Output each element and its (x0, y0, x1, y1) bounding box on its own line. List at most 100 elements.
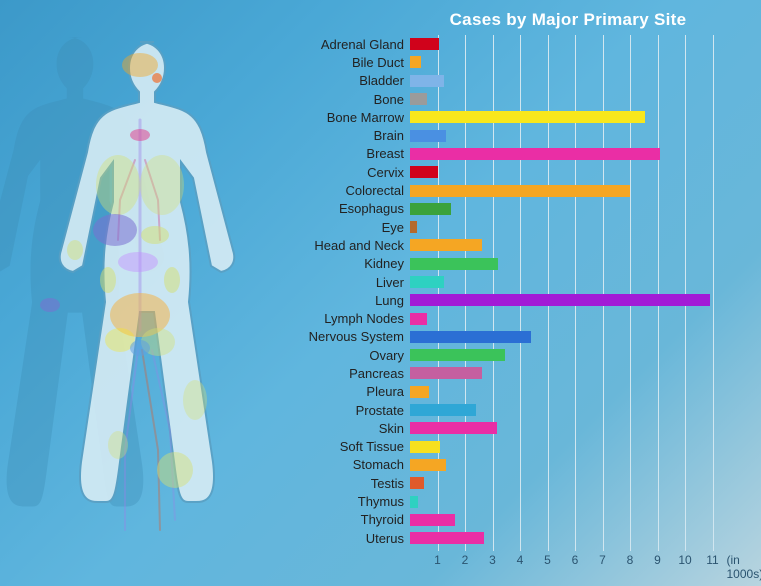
axis-tick: 2 (462, 553, 469, 567)
bar-row[interactable]: Bladder (295, 72, 750, 90)
bar-label: Cervix (295, 165, 410, 180)
bar-label: Ovary (295, 348, 410, 363)
bar-label: Colorectal (295, 183, 410, 198)
organ-stomach[interactable] (93, 214, 137, 246)
bar[interactable] (410, 477, 424, 489)
bar[interactable] (410, 459, 446, 471)
bar-row[interactable]: Nervous System (295, 328, 750, 346)
bar[interactable] (410, 239, 482, 251)
bar[interactable] (410, 441, 440, 453)
organ-head-dot[interactable] (152, 73, 162, 83)
axis-tick: 8 (627, 553, 634, 567)
bar-row[interactable]: Skin (295, 419, 750, 437)
bar[interactable] (410, 276, 444, 288)
bar-label: Breast (295, 146, 410, 161)
axis-tick: 5 (544, 553, 551, 567)
bar-label: Soft Tissue (295, 439, 410, 454)
bar[interactable] (410, 532, 484, 544)
organ-bone-r[interactable] (183, 380, 207, 420)
bar-label: Eye (295, 220, 410, 235)
bar[interactable] (410, 148, 660, 160)
bar-label: Bone Marrow (295, 110, 410, 125)
bar[interactable] (410, 185, 630, 197)
bar-row[interactable]: Bone Marrow (295, 108, 750, 126)
bar-row[interactable]: Lung (295, 291, 750, 309)
bar-row[interactable]: Stomach (295, 456, 750, 474)
bar-row[interactable]: Thymus (295, 492, 750, 510)
bar-label: Thyroid (295, 512, 410, 527)
bar-row[interactable]: Testis (295, 474, 750, 492)
organ-lung-l[interactable] (96, 155, 140, 215)
bar-label: Skin (295, 421, 410, 436)
axis-tick: 11 (706, 553, 718, 567)
bar[interactable] (410, 514, 455, 526)
bar-row[interactable]: Ovary (295, 346, 750, 364)
bar-row[interactable]: Pleura (295, 383, 750, 401)
bar-row[interactable]: Prostate (295, 401, 750, 419)
bar-row[interactable]: Bone (295, 90, 750, 108)
bar-label: Esophagus (295, 201, 410, 216)
bar-row[interactable]: Pancreas (295, 364, 750, 382)
bar[interactable] (410, 258, 498, 270)
bar[interactable] (410, 166, 438, 178)
bar[interactable] (410, 367, 482, 379)
bar[interactable] (410, 349, 505, 361)
bar-label: Prostate (295, 403, 410, 418)
bar-label: Bone (295, 92, 410, 107)
bar-row[interactable]: Adrenal Gland (295, 35, 750, 53)
bar[interactable] (410, 294, 710, 306)
organ-arm-dot[interactable] (67, 240, 83, 260)
bar[interactable] (410, 203, 451, 215)
organ-kidney-l[interactable] (100, 267, 116, 293)
organ-brain[interactable] (122, 53, 158, 77)
axis-unit-label: (in 1000s) (727, 553, 761, 581)
bar-row[interactable]: Colorectal (295, 181, 750, 199)
axis-tick: 1 (434, 553, 441, 567)
organ-knee-r[interactable] (157, 452, 193, 488)
bar[interactable] (410, 422, 497, 434)
bar-row[interactable]: Uterus (295, 529, 750, 547)
bar-row[interactable]: Eye (295, 218, 750, 236)
bar[interactable] (410, 386, 429, 398)
organ-thyroid[interactable] (130, 129, 150, 141)
bar[interactable] (410, 75, 444, 87)
bar-row[interactable]: Esophagus (295, 200, 750, 218)
bar-row[interactable]: Breast (295, 145, 750, 163)
bar[interactable] (410, 93, 427, 105)
organ-knee-l[interactable] (108, 431, 128, 459)
organ-bladder[interactable] (130, 340, 150, 356)
bar-row[interactable]: Bile Duct (295, 53, 750, 71)
bar-label: Pancreas (295, 366, 410, 381)
bar-row[interactable]: Lymph Nodes (295, 309, 750, 327)
axis-tick: 7 (599, 553, 606, 567)
bar-label: Bile Duct (295, 55, 410, 70)
bar-row[interactable]: Soft Tissue (295, 438, 750, 456)
organ-side-dot[interactable] (40, 298, 60, 312)
axis-tick: 6 (572, 553, 579, 567)
bar[interactable] (410, 313, 427, 325)
organ-lung-r[interactable] (140, 155, 184, 215)
bar[interactable] (410, 221, 417, 233)
bar-row[interactable]: Head and Neck (295, 236, 750, 254)
bar-row[interactable]: Brain (295, 126, 750, 144)
bar[interactable] (410, 496, 418, 508)
bar[interactable] (410, 404, 476, 416)
body-figure (0, 30, 280, 560)
bar-row[interactable]: Cervix (295, 163, 750, 181)
bar[interactable] (410, 130, 446, 142)
bar-row[interactable]: Liver (295, 273, 750, 291)
bar-label: Testis (295, 476, 410, 491)
bar[interactable] (410, 111, 645, 123)
bar-row[interactable]: Kidney (295, 255, 750, 273)
bar-row[interactable]: Thyroid (295, 511, 750, 529)
bar[interactable] (410, 38, 439, 50)
organ-liver[interactable] (141, 226, 169, 244)
bar-label: Adrenal Gland (295, 37, 410, 52)
bar[interactable] (410, 331, 531, 343)
bar[interactable] (410, 56, 421, 68)
bar-label: Lymph Nodes (295, 311, 410, 326)
axis-tick: 3 (489, 553, 496, 567)
organ-pancr[interactable] (118, 252, 158, 272)
bar-label: Stomach (295, 457, 410, 472)
organ-kidney-r[interactable] (164, 267, 180, 293)
